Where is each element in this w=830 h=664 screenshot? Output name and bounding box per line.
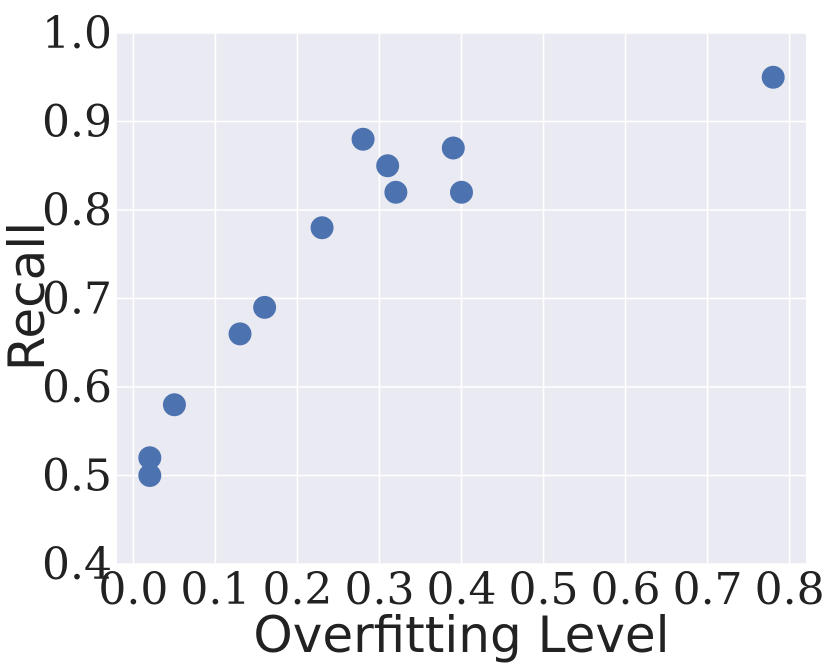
- y-tick-label: 0.4: [42, 539, 112, 590]
- data-point: [384, 180, 408, 204]
- data-point: [228, 322, 252, 346]
- data-point: [310, 216, 334, 240]
- grid-lines: [117, 32, 806, 565]
- x-tick-label: 0.3: [344, 564, 414, 615]
- y-tick-labels: 0.4 0.5 0.6 0.7 0.8 0.9 1.0: [42, 8, 112, 590]
- x-tick-label: 0.6: [591, 564, 661, 615]
- x-tick-label: 0.4: [427, 564, 497, 615]
- data-point: [441, 136, 465, 160]
- x-tick-label: 0.0: [98, 564, 168, 615]
- y-tick-label: 1.0: [42, 8, 112, 59]
- data-point: [253, 295, 277, 319]
- x-tick-label: 0.1: [180, 564, 250, 615]
- y-tick-label: 0.9: [42, 97, 112, 148]
- data-point: [376, 154, 400, 178]
- data-point: [351, 127, 375, 151]
- y-tick-label: 0.7: [42, 274, 112, 325]
- data-point: [138, 464, 162, 487]
- x-tick-label: 0.8: [755, 564, 825, 615]
- x-axis-label: Overfitting Level: [253, 606, 669, 664]
- y-axis-label: Recall: [0, 222, 56, 371]
- y-tick-label: 0.5: [42, 451, 112, 502]
- data-point: [162, 393, 186, 417]
- data-points: [138, 65, 785, 487]
- x-tick-label: 0.5: [509, 564, 579, 615]
- data-point: [138, 446, 162, 470]
- data-point: [450, 180, 473, 204]
- y-tick-label: 0.6: [42, 362, 112, 413]
- data-point: [761, 65, 785, 89]
- x-tick-label: 0.2: [262, 564, 332, 615]
- x-tick-labels: 0.0 0.1 0.2 0.3 0.4 0.5 0.6 0.7 0.8: [98, 564, 824, 615]
- x-tick-label: 0.7: [673, 564, 743, 615]
- y-tick-label: 0.8: [42, 185, 112, 236]
